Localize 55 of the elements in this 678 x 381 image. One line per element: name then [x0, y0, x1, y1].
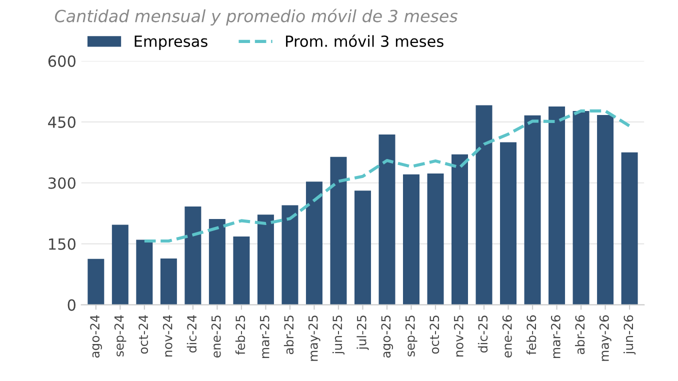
y-tick-label: 600: [48, 55, 76, 67]
line-series: [142, 109, 632, 243]
x-tick-label: may-26: [599, 315, 612, 361]
x-tick-label: sep-25: [405, 316, 418, 356]
bar: [402, 174, 420, 305]
bar: [233, 236, 250, 305]
bar: [184, 206, 202, 305]
bar: [548, 106, 566, 305]
bar: [500, 142, 517, 305]
x-tick-label: ene-26: [502, 315, 512, 358]
x-tick-label: mar-25: [260, 316, 270, 358]
x-tick-label: abr-26: [574, 315, 585, 354]
legend-label: Prom. móvil 3 meses: [286, 34, 444, 48]
y-tick-label: 300: [48, 177, 76, 189]
x-tick-label: ago-24: [90, 315, 102, 358]
x-tick-label: dic-25: [478, 316, 488, 353]
x-tick-label: feb-25: [235, 316, 246, 355]
bar: [282, 205, 298, 305]
bar: [306, 182, 322, 305]
x-tick-label: ago-25: [381, 316, 394, 358]
bar: [136, 240, 153, 305]
x-tick-label: oct-24: [138, 315, 148, 354]
bar: [476, 105, 492, 305]
y-tick-label: 150: [49, 238, 76, 250]
bar: [112, 224, 128, 305]
x-tick-label: nov-24: [162, 315, 172, 356]
x-tick-label: jun-26: [624, 315, 636, 354]
bar: [524, 115, 541, 305]
x-tick-label: nov-25: [454, 316, 464, 356]
y-tick-label: 0: [68, 299, 76, 311]
x-tick-label: mar-26: [550, 315, 560, 358]
bar: [597, 115, 614, 305]
bar: [257, 214, 274, 305]
bar: [208, 219, 226, 305]
bar: [452, 154, 468, 305]
y-tick-label: 450: [48, 116, 76, 128]
x-tick-label: sep-24: [114, 315, 126, 356]
legend-label: Empresas: [134, 36, 208, 50]
x-tick-label: jun-25: [332, 316, 345, 354]
bar: [330, 156, 347, 305]
x-tick-label: dic-24: [186, 315, 197, 353]
x-tick-label: ene-25: [211, 316, 221, 358]
x-tick-label: may-25: [308, 316, 320, 361]
chart-subtitle: Cantidad mensual y promedio móvil de 3 meses: [54, 8, 458, 26]
bar: [621, 152, 638, 305]
x-tick-label: feb-26: [526, 315, 536, 355]
bar: [378, 134, 396, 305]
x-tick-label: oct-25: [430, 316, 440, 354]
x-tick-label: abr-25: [284, 316, 294, 354]
bar: [88, 258, 104, 305]
x-tick-label: jul-25: [356, 316, 369, 350]
bar: [427, 174, 444, 305]
bar: [354, 190, 371, 305]
bar: [572, 110, 590, 305]
bar: [160, 258, 177, 305]
